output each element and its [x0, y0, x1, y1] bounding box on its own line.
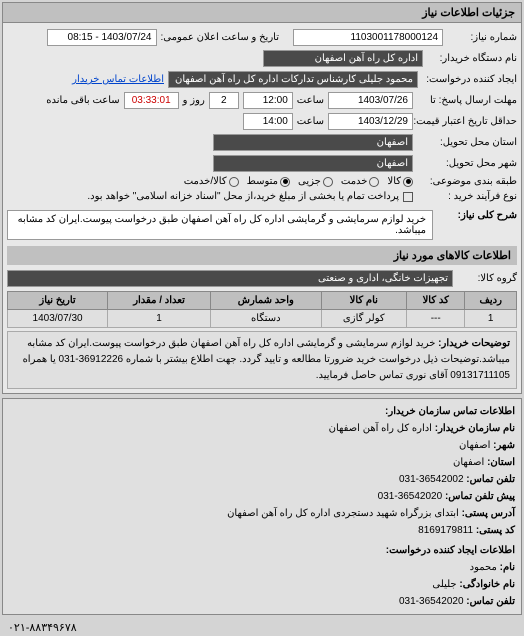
row-validity: حداقل تاریخ اعتبار قیمت: تا تاریخ: 1403/… — [7, 111, 517, 132]
col-code: کد کالا — [407, 292, 465, 310]
contact-line: نام خانوادگی: جلیلی — [9, 576, 515, 593]
validity-date-field: 1403/12/29 — [328, 113, 413, 130]
requester-label: ایجاد کننده درخواست: — [422, 74, 517, 85]
deadline-time-field: 12:00 — [243, 92, 293, 109]
col-date: تاریخ نیاز — [8, 292, 108, 310]
need-desc-label: شرح کلی نیاز: — [437, 210, 517, 221]
city-label: شهر محل تحویل: — [417, 158, 517, 169]
row-goods-group: گروه کالا: تجهیزات خانگی، اداری و صنعتی — [7, 268, 517, 289]
row-category: طبقه بندی موضوعی: کالا خدمت جزیی متوسط ک… — [7, 174, 517, 189]
row-buyer-org: نام دستگاه خریدار: اداره کل راه آهن اصفه… — [7, 48, 517, 69]
validity-label: حداقل تاریخ اعتبار قیمت: تا تاریخ: — [417, 116, 517, 127]
cell-row: 1 — [465, 310, 517, 328]
remain-day-label: روز و — [183, 95, 205, 106]
row-purchase-type: نوع فرآیند خرید : پرداخت تمام یا بخشی از… — [7, 189, 517, 204]
col-qty: تعداد / مقدار — [108, 292, 211, 310]
city-field: اصفهان — [213, 155, 413, 172]
province-label: استان محل تحویل: — [417, 137, 517, 148]
radio-dot-icon — [369, 177, 379, 187]
cell-date: 1403/07/30 — [8, 310, 108, 328]
radio-motevaset[interactable]: متوسط — [247, 176, 290, 187]
cell-code: --- — [407, 310, 465, 328]
row-need-desc: شرح کلی نیاز: خرید لوازم سرمایشی و گرمای… — [7, 208, 517, 242]
footer-phone: ۰۲۱-۸۸۳۴۹۶۷۸ — [0, 619, 524, 636]
buyer-note-box: توضیحات خریدار: خرید لوازم سرمایشی و گرم… — [7, 331, 517, 389]
row-deadline: مهلت ارسال پاسخ: تا 1403/07/26 ساعت 12:0… — [7, 90, 517, 111]
buyer-org-field: اداره کل راه آهن اصفهان — [263, 50, 423, 67]
panel-body: شماره نیاز: 1103001178000124 تاریخ و ساع… — [3, 23, 521, 393]
remain-time-field: 03:33:01 — [124, 92, 179, 109]
need-desc-field: خرید لوازم سرمایشی و گرمایشی اداره کل را… — [7, 210, 433, 240]
contact-line: استان: اصفهان — [9, 454, 515, 471]
announce-label: تاریخ و ساعت اعلان عمومی: — [161, 32, 280, 43]
deadline-date-field: 1403/07/26 — [328, 92, 413, 109]
contact-line: پیش تلفن تماس: 36542020-031 — [9, 488, 515, 505]
request-no-field: 1103001178000124 — [293, 29, 443, 46]
radio-kala-khadmat[interactable]: کالا/خدمت — [184, 176, 239, 187]
cell-name: کولر گازی — [321, 310, 406, 328]
contact-org-box: اطلاعات تماس سازمان خریدار: نام سازمان خ… — [2, 398, 522, 615]
purchase-type-label: نوع فرآیند خرید : — [417, 191, 517, 202]
request-no-label: شماره نیاز: — [447, 32, 517, 43]
row-province: استان محل تحویل: اصفهان — [7, 132, 517, 153]
province-field: اصفهان — [213, 134, 413, 151]
radio-kala[interactable]: کالا — [387, 176, 413, 187]
time-label-1: ساعت — [297, 95, 324, 106]
details-panel: جزئیات اطلاعات نیاز شماره نیاز: 11030011… — [2, 2, 522, 394]
panel-title: جزئیات اطلاعات نیاز — [3, 3, 521, 23]
remain-suffix: ساعت باقی مانده — [46, 95, 119, 106]
buyer-note-text: خرید لوازم سرمایشی و گرمایشی اداره کل را… — [23, 338, 510, 381]
remain-days-field: 2 — [209, 92, 239, 109]
table-header-row: ردیف کد کالا نام کالا واحد شمارش تعداد /… — [8, 292, 517, 310]
row-requester: ایجاد کننده درخواست: محمود جلیلی کارشناس… — [7, 69, 517, 90]
contact-line: کد پستی: 8169179811 — [9, 522, 515, 539]
cell-qty: 1 — [108, 310, 211, 328]
category-radios: کالا خدمت جزیی متوسط کالا/خدمت — [184, 176, 413, 187]
radio-dot-icon — [229, 177, 239, 187]
cell-unit: دستگاه — [211, 310, 322, 328]
validity-time-field: 14:00 — [243, 113, 293, 130]
goods-section-title: اطلاعات کالاهای مورد نیاز — [7, 246, 517, 265]
buyer-org-label: نام دستگاه خریدار: — [427, 53, 517, 64]
contact-line: شهر: اصفهان — [9, 437, 515, 454]
announce-field: 1403/07/24 - 08:15 — [47, 29, 157, 46]
row-request-no: شماره نیاز: 1103001178000124 تاریخ و ساع… — [7, 27, 517, 48]
contact-line: تلفن تماس: 36542002-031 — [9, 471, 515, 488]
purchase-note: پرداخت تمام یا بخشی از مبلغ خرید،از محل … — [87, 191, 399, 202]
contact-org-title: اطلاعات تماس سازمان خریدار: — [9, 403, 515, 420]
deadline-label: مهلت ارسال پاسخ: تا — [417, 95, 517, 106]
contact-line: تلفن تماس: 36542020-031 — [9, 593, 515, 610]
goods-group-label: گروه کالا: — [457, 273, 517, 284]
buyer-contact-link[interactable]: اطلاعات تماس خریدار — [72, 74, 164, 85]
table-row: 1 --- کولر گازی دستگاه 1 1403/07/30 — [8, 310, 517, 328]
requester-field: محمود جلیلی کارشناس تدارکات اداره کل راه… — [168, 71, 418, 88]
radio-dot-icon — [403, 177, 413, 187]
contact-line: نام: محمود — [9, 559, 515, 576]
row-city: شهر محل تحویل: اصفهان — [7, 153, 517, 174]
purchase-checkbox[interactable] — [403, 192, 413, 202]
radio-dot-icon — [280, 177, 290, 187]
col-name: نام کالا — [321, 292, 406, 310]
buyer-note-label: توضیحات خریدار: — [438, 338, 510, 349]
goods-table: ردیف کد کالا نام کالا واحد شمارش تعداد /… — [7, 291, 517, 328]
radio-jozi[interactable]: جزیی — [298, 176, 333, 187]
goods-group-field: تجهیزات خانگی، اداری و صنعتی — [7, 270, 453, 287]
contact-line: آدرس پستی: ابتدای بزرگراه شهید دستجردی ا… — [9, 505, 515, 522]
time-label-2: ساعت — [297, 116, 324, 127]
category-label: طبقه بندی موضوعی: — [417, 176, 517, 187]
radio-dot-icon — [323, 177, 333, 187]
radio-khadmat[interactable]: خدمت — [341, 176, 380, 187]
col-row: ردیف — [465, 292, 517, 310]
contact-requester-title: اطلاعات ایجاد کننده درخواست: — [9, 542, 515, 559]
col-unit: واحد شمارش — [211, 292, 322, 310]
contact-line: نام سازمان خریدار: اداره کل راه آهن اصفه… — [9, 420, 515, 437]
